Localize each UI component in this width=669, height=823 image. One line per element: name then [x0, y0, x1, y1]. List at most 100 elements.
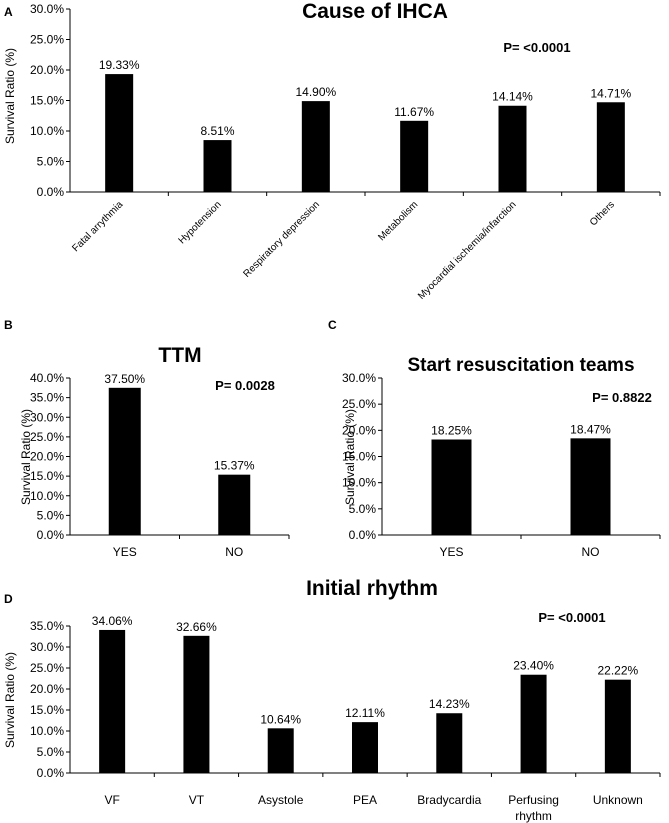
- panel-b-category-label: YES: [113, 545, 137, 559]
- panel-c-category-label: YES: [439, 545, 463, 559]
- panel-b-y-axis-label: Survival Ratio (%): [19, 409, 33, 505]
- panel-a-value-label: 14.71%: [590, 86, 631, 100]
- panel-d-y-tick-label: 25.0%: [30, 661, 64, 675]
- panel-c-y-tick-label: 20.0%: [342, 423, 376, 437]
- panel-a-y-tick-label: 30.0%: [30, 2, 64, 16]
- panel-d-y-tick-label: 0.0%: [37, 766, 65, 780]
- panel-d-pvalue: P= <0.0001: [538, 610, 605, 625]
- panel-a-letter: A: [4, 5, 13, 19]
- panel-a-title: Cause of IHCA: [302, 0, 448, 23]
- panel-d-y-tick-label: 10.0%: [30, 724, 64, 738]
- panel-d-bar: [604, 679, 631, 773]
- panel-b-y-tick-label: 30.0%: [30, 410, 64, 424]
- panel-d-y-tick-label: 15.0%: [30, 703, 64, 717]
- panel-c-y-tick-label: 0.0%: [349, 528, 377, 542]
- panel-b-y-tick-label: 0.0%: [37, 528, 65, 542]
- panel-a-y-tick-label: 10.0%: [30, 124, 64, 138]
- panel-d-value-label: 22.22%: [598, 664, 639, 678]
- panel-a-value-label: 8.51%: [200, 124, 234, 138]
- panel-a-value-label: 19.33%: [99, 58, 140, 72]
- panel-a-y-tick-label: 5.0%: [37, 155, 65, 169]
- panel-b-y-tick-label: 15.0%: [30, 469, 64, 483]
- panel-c-y-tick-label: 15.0%: [342, 450, 376, 464]
- panel-a-y-tick-label: 15.0%: [30, 94, 64, 108]
- panel-d-y-tick-label: 30.0%: [30, 640, 64, 654]
- panel-a-bar: [301, 101, 330, 192]
- panel-c-y-tick-label: 10.0%: [342, 476, 376, 490]
- panel-d-y-tick-label: 20.0%: [30, 682, 64, 696]
- panel-d-chart: D Initial rhythm P= <0.0001 Survival Ratio …: [3, 577, 661, 823]
- panel-d-value-label: 12.11%: [345, 706, 385, 720]
- panel-b-letter: B: [4, 318, 13, 332]
- panel-d-category-label-line: Perfusing: [508, 793, 559, 807]
- panel-d-bar: [436, 713, 463, 773]
- panel-d-category-label: VT: [189, 793, 205, 807]
- panel-d-title: Initial rhythm: [306, 577, 438, 600]
- panel-a-y-tick-label: 20.0%: [30, 63, 64, 77]
- panel-d-letter: D: [4, 592, 13, 606]
- panel-c-letter: C: [328, 318, 337, 332]
- panel-a-value-label: 11.67%: [394, 105, 434, 119]
- panel-a-pvalue: P= <0.0001: [503, 40, 570, 55]
- panel-c-value-label: 18.47%: [570, 422, 611, 436]
- panel-b-value-label: 15.37%: [214, 459, 255, 473]
- panel-a-category-label: Myocardial ischemia/infarction: [416, 199, 518, 301]
- panel-a-category-label: Hypotension: [177, 199, 224, 246]
- panel-d-y-tick-label: 35.0%: [30, 619, 64, 633]
- panel-c-y-tick-label: 25.0%: [342, 397, 376, 411]
- panel-c-bar: [570, 438, 611, 535]
- panel-a-y-tick-label: 25.0%: [30, 33, 64, 47]
- panel-c-title: Start resuscitation teams: [407, 355, 634, 376]
- panel-b-bar: [218, 474, 251, 535]
- panel-a-bar: [596, 102, 625, 192]
- panel-d-category-label: Unknown: [593, 793, 643, 807]
- panel-a-y-axis-label: Survival Ratio (%): [3, 48, 17, 144]
- panel-b-title: TTM: [158, 344, 201, 367]
- panel-c-y-axis-label: Survival Ratio (%): [343, 409, 357, 505]
- panel-a-bar: [400, 120, 429, 192]
- panel-b-y-tick-label: 20.0%: [30, 450, 64, 464]
- panel-a-bar: [498, 105, 527, 192]
- panel-c-y-tick-label: 30.0%: [342, 371, 376, 385]
- panel-d-bar: [352, 722, 378, 773]
- panel-d-category-label: VF: [104, 793, 119, 807]
- panel-a-category-label: Fatal arrythmia: [70, 199, 125, 254]
- panel-d-category-label-line: rhythm: [515, 809, 552, 823]
- panel-a-chart: A Cause of IHCA P= <0.0001 Survival Ratio (…: [3, 0, 661, 302]
- panel-d-category-label: Bradycardia: [417, 793, 481, 807]
- panel-d-value-label: 14.23%: [429, 697, 470, 711]
- panel-c-category-label: NO: [582, 545, 600, 559]
- panel-a-bar: [105, 74, 134, 192]
- panel-c-chart: C Start resuscitation teams P= 0.8822 Survi…: [328, 318, 661, 559]
- panel-a-value-label: 14.14%: [492, 90, 533, 104]
- panel-d-category-label: PEA: [353, 793, 377, 807]
- panel-b-y-tick-label: 5.0%: [37, 508, 65, 522]
- panel-a-category-label: Metabolism: [376, 199, 420, 243]
- panel-d-y-axis-label: Survival Ratio (%): [3, 652, 17, 748]
- panel-a-category-label: Respiratory depression: [241, 199, 321, 279]
- panel-c-value-label: 18.25%: [431, 423, 472, 437]
- panel-b-y-tick-label: 40.0%: [30, 371, 64, 385]
- panel-c-y-tick-label: 5.0%: [349, 502, 377, 516]
- panel-d-bar: [99, 629, 126, 773]
- panel-d-y-tick-label: 5.0%: [37, 745, 65, 759]
- panel-a-category-label: Others: [588, 199, 617, 228]
- panel-d-category-label: Perfusing rhythm: [508, 793, 559, 823]
- panel-c-pvalue: P= 0.8822: [592, 390, 652, 405]
- panel-b-pvalue: P= 0.0028: [215, 378, 275, 393]
- panel-b-category-label: NO: [225, 545, 243, 559]
- panel-d-bar: [267, 728, 294, 773]
- panel-b-y-tick-label: 25.0%: [30, 430, 64, 444]
- panel-c-bar: [431, 439, 472, 535]
- panel-d-value-label: 10.64%: [260, 712, 301, 726]
- panel-d-bar: [520, 674, 547, 773]
- panel-d-category-label: Asystole: [258, 793, 304, 807]
- panel-a-value-label: 14.90%: [295, 85, 336, 99]
- panel-d-bar: [183, 635, 210, 773]
- panel-a-y-tick-label: 0.0%: [37, 185, 65, 199]
- panel-b-y-tick-label: 35.0%: [30, 391, 64, 405]
- panel-d-value-label: 32.66%: [176, 620, 217, 634]
- panel-b-y-tick-label: 10.0%: [30, 489, 64, 503]
- panel-d-value-label: 23.40%: [513, 659, 554, 673]
